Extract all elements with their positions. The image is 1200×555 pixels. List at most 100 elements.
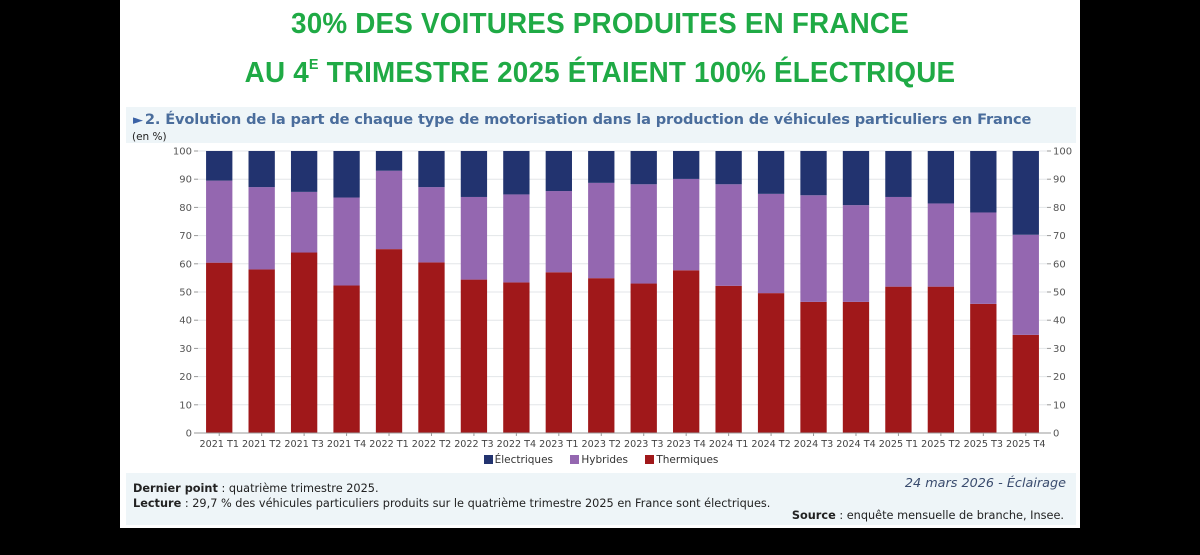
y-tick-label-right: 40: [1053, 316, 1066, 327]
source-text: : enquête mensuelle de branche, Insee.: [835, 509, 1064, 522]
bar-electriques-2025-t2: [927, 151, 955, 204]
bar-thermiques-2024-t2: [757, 293, 785, 433]
x-ticks: 2021 T1 2021 T2 2021 T3 2021 T4 2022 T1 2022 …: [200, 439, 1046, 450]
x-tick-label: 2023 T1: [539, 439, 578, 450]
bar-thermiques-2025-t1: [885, 286, 912, 433]
legend-item-hybrides: Hybrides: [570, 454, 628, 466]
source-note: Source : enquête mensuelle de branche, I…: [792, 509, 1064, 522]
bar-thermiques-2021-t1: [206, 262, 233, 433]
y-tick-label-right: 50: [1053, 288, 1066, 299]
bar-hybrides-2021-t3: [290, 191, 318, 253]
bar-hybrides-2021-t1: [206, 180, 233, 263]
y-ticks-left: 0 10 20 30 40 50 60 70 80 90 100: [173, 147, 192, 440]
bar-electriques-2024-t4: [842, 151, 870, 206]
bar-thermiques-2025-t4: [1012, 334, 1039, 433]
y-ticks-right: 0 10 20 30 40 50 60 70 80 90 100: [1053, 147, 1072, 440]
bar-thermiques-2022-t1: [375, 249, 403, 433]
bar-thermiques-2025-t2: [927, 286, 955, 433]
bar-electriques-2023-t3: [630, 151, 657, 185]
x-tick-label: 2023 T3: [624, 439, 663, 450]
source-label: Source: [791, 509, 836, 522]
x-tick-label: 2022 T1: [369, 439, 408, 450]
bar-electriques-2023-t4: [673, 151, 700, 179]
dernier-point-label: Dernier point: [133, 482, 218, 495]
y-tick-label-right: 80: [1053, 203, 1066, 214]
headline-line-2-prefix: AU 4: [244, 57, 309, 89]
bar-hybrides-2022-t2: [418, 187, 445, 263]
bar-hybrides-2023-t2: [588, 182, 615, 279]
publication-date: 24 mars 2026 - Éclairage: [904, 476, 1066, 491]
y-tick-label-right: 10: [1053, 400, 1066, 411]
bar-electriques-2025-t4: [1012, 151, 1039, 235]
bar-electriques-2025-t3: [970, 151, 997, 213]
x-tick-label: 2021 T3: [284, 439, 323, 450]
bar-electriques-2021-t1: [206, 151, 233, 181]
figure-title-text: 2. Évolution de la part de chaque type d…: [144, 111, 1032, 128]
page: 30% DES VOITURES PRODUITES EN FRANCE AU …: [120, 0, 1080, 528]
bar-hybrides-2024-t2: [757, 193, 785, 294]
x-tick-label: 2024 T4: [836, 439, 875, 450]
bar-electriques-2025-t1: [885, 151, 912, 197]
figure-title: ► 2. Évolution de la part de chaque type …: [133, 111, 1031, 128]
bar-electriques-2023-t2: [588, 151, 615, 183]
x-tick-label: 2024 T2: [751, 439, 790, 450]
y-tick-label-right: 60: [1053, 259, 1066, 270]
bar-electriques-2021-t4: [333, 151, 360, 198]
y-tick-label-left: 40: [179, 316, 192, 327]
dernier-point-text: : quatrième trimestre 2025.: [217, 482, 379, 495]
bar-hybrides-2023-t4: [673, 178, 700, 271]
bar-thermiques-2023-t1: [545, 272, 572, 433]
bars: [206, 151, 1039, 433]
headline-superscript: E: [308, 56, 319, 73]
y-tick-label-right: 100: [1053, 147, 1072, 158]
bar-electriques-2021-t3: [290, 151, 318, 192]
legend-swatch-electriques: [483, 455, 493, 464]
bar-hybrides-2025-t3: [970, 212, 997, 304]
y-tick-label-right: 70: [1053, 231, 1066, 242]
y-tick-label-left: 20: [179, 372, 192, 383]
bar-thermiques-2022-t4: [503, 282, 530, 433]
lecture-label: Lecture: [133, 497, 182, 510]
x-tick-label: 2021 T2: [242, 439, 281, 450]
y-tick-label-right: 20: [1053, 372, 1066, 383]
y-tick-label-right: 0: [1053, 429, 1059, 440]
legend-item-thermiques: Thermiques: [645, 454, 718, 466]
bar-hybrides-2022-t1: [375, 170, 403, 250]
bar-hybrides-2024-t1: [715, 184, 742, 286]
legend-swatch-hybrides: [570, 455, 580, 464]
bar-thermiques-2024-t4: [842, 301, 870, 433]
bar-hybrides-2021-t2: [248, 187, 275, 270]
bar-thermiques-2023-t3: [630, 283, 657, 433]
headline-line-2: AU 4E TRIMESTRE 2025 ÉTAIENT 100% ÉLECTR…: [139, 56, 1061, 90]
x-tick-label: 2025 T4: [1006, 439, 1045, 450]
y-tick-label-right: 30: [1053, 344, 1066, 355]
bar-electriques-2022-t4: [503, 151, 530, 195]
stacked-bar-chart: 0 10 20 30 40 50 60 70 80 90 100 0 10 20 30 40 50 60 70 80…: [173, 147, 1072, 451]
y-tick-label-left: 70: [179, 231, 192, 242]
y-tick-label-left: 30: [179, 344, 192, 355]
x-tick-label: 2025 T2: [921, 439, 960, 450]
x-tick-label: 2022 T2: [412, 439, 451, 450]
bar-electriques-2022-t3: [460, 151, 488, 197]
bar-hybrides-2023-t3: [630, 184, 657, 284]
x-tick-label: 2025 T1: [879, 439, 918, 450]
bar-hybrides-2024-t3: [800, 195, 827, 302]
x-tick-label: 2021 T1: [200, 439, 239, 450]
bar-hybrides-2021-t4: [333, 197, 360, 286]
legend-label-hybrides: Hybrides: [581, 454, 628, 466]
x-tick-label: 2023 T2: [582, 439, 621, 450]
bar-hybrides-2025-t2: [927, 203, 955, 287]
bar-thermiques-2021-t3: [290, 252, 318, 433]
bar-electriques-2022-t1: [375, 151, 403, 171]
legend-item-electriques: Électriques: [483, 454, 553, 466]
bar-thermiques-2021-t4: [333, 285, 360, 433]
x-tick-label: 2023 T4: [666, 439, 705, 450]
gridlines: [198, 150, 1047, 434]
y-axis-unit: (en %): [132, 131, 167, 143]
bar-hybrides-2025-t4: [1012, 234, 1039, 335]
y-tick-label-left: 10: [179, 400, 192, 411]
bar-electriques-2022-t2: [418, 151, 445, 188]
figure-panel: ► 2. Évolution de la part de chaque type …: [126, 107, 1076, 525]
x-tick-label: 2021 T4: [327, 439, 366, 450]
bar-thermiques-2024-t3: [800, 301, 827, 433]
